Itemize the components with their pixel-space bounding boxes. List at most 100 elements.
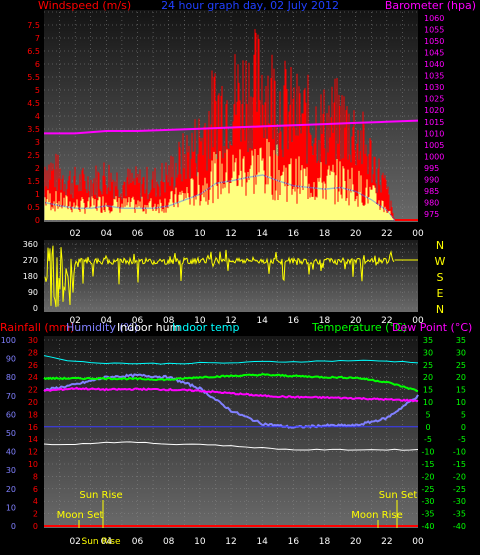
legend-dew-point: Dew Point (°C) <box>392 321 472 334</box>
temperature-hour-tick: 22 <box>381 537 392 547</box>
humidity-tick-label: 10 <box>6 503 16 512</box>
wind-hour-tick: 12 <box>225 229 236 239</box>
humidity-tick-label: 30 <box>6 466 16 475</box>
windspeed-tick-label: 3 <box>35 138 40 147</box>
rainfall-tick-label: 8 <box>33 472 38 481</box>
temperature-tick-label: -35 <box>421 510 434 519</box>
rainfall-tick-label: 24 <box>28 373 38 382</box>
rainfall-tick-label: 18 <box>28 410 38 419</box>
rainfall-tick-label: 14 <box>28 435 38 444</box>
wind-hour-tick: 04 <box>101 229 113 239</box>
barometer-tick-label: 1045 <box>424 48 444 57</box>
temperature-hour-tick: 10 <box>194 537 206 547</box>
direction-hour-tick: 10 <box>194 316 206 326</box>
windspeed-tick-label: 0 <box>35 216 40 225</box>
dew-point-tick-label: -10 <box>453 448 466 457</box>
temperature-hour-tick: 04 <box>101 537 113 547</box>
temperature-hour-tick: 02 <box>69 537 80 547</box>
dew-point-tick-label: 30 <box>456 348 466 357</box>
wind-hour-tick: 10 <box>194 229 206 239</box>
direction-hour-tick: 06 <box>132 316 144 326</box>
dew-point-tick-label: 10 <box>456 398 466 407</box>
rainfall-tick-label: 10 <box>28 460 38 469</box>
temperature-tick-label: 35 <box>423 336 433 345</box>
temperature-tick-label: -10 <box>421 448 434 457</box>
rainfall-tick-label: 28 <box>28 348 38 357</box>
dew-point-tick-label: -15 <box>453 460 466 469</box>
barometer-tick-label: 1040 <box>424 60 444 69</box>
direction-hour-tick: 12 <box>225 316 236 326</box>
dew-point-tick-label: 0 <box>461 423 466 432</box>
windspeed-tick-label: 3.5 <box>27 125 40 134</box>
temperature-tick-label: 25 <box>423 361 433 370</box>
direction-tick-label: 180 <box>23 272 38 281</box>
wind-hour-tick: 18 <box>319 229 331 239</box>
temperature-hour-tick: 20 <box>350 537 362 547</box>
sun-set-label: Sun Set <box>379 490 418 501</box>
humidity-tick-label: 0 <box>11 522 16 531</box>
temperature-hour-tick: 12 <box>225 537 236 547</box>
direction-hour-tick: 16 <box>288 316 300 326</box>
barometer-line <box>44 119 419 135</box>
wind-hour-tick: 08 <box>163 229 175 239</box>
sun-rise-label: Sun Rise <box>79 490 122 501</box>
dew-point-tick-label: 35 <box>456 336 466 345</box>
wind-hour-tick: 16 <box>288 229 300 239</box>
wind-hour-tick: 20 <box>350 229 362 239</box>
humidity-line <box>43 373 419 429</box>
windspeed-tick-label: 1 <box>35 190 40 199</box>
direction-hour-tick: 04 <box>101 316 113 326</box>
temperature-tick-label: 30 <box>423 348 433 357</box>
temperature-hour-tick: 00 <box>412 537 424 547</box>
dir-label-n-bottom: N <box>436 303 444 316</box>
indoor-humidity-line <box>43 441 419 451</box>
barometer-tick-label: 1055 <box>424 25 444 34</box>
windspeed-tick-label: 6 <box>35 60 40 69</box>
windspeed-tick-label: 5 <box>35 86 40 95</box>
temperature-tick-label: -5 <box>424 435 432 444</box>
barometer-tick-label: 1050 <box>424 37 444 46</box>
windspeed-tick-label: 5.5 <box>27 73 40 82</box>
temperature-tick-label: -15 <box>421 460 434 469</box>
indoor-temperature-line <box>43 355 419 365</box>
windspeed-tick-label: 4 <box>35 112 40 121</box>
temperature-tick-label: -30 <box>421 497 434 506</box>
barometer-tick-label: 1005 <box>424 141 444 150</box>
direction-hour-tick: 20 <box>350 316 362 326</box>
dew-point-tick-label: -25 <box>453 485 466 494</box>
direction-tick-label: 90 <box>28 288 38 297</box>
humidity-tick-label: 40 <box>6 448 16 457</box>
dew-point-tick-label: -35 <box>453 510 466 519</box>
temperature-tick-label: 20 <box>423 373 433 382</box>
direction-hour-tick: 00 <box>412 316 424 326</box>
direction-hour-tick: 22 <box>381 316 392 326</box>
barometer-tick-label: 985 <box>424 187 439 196</box>
dew-point-tick-label: -40 <box>453 522 466 531</box>
windspeed-axis-title: Windspeed (m/s) <box>38 0 131 12</box>
humidity-tick-label: 80 <box>6 373 16 382</box>
temperature-hour-tick: 08 <box>163 537 175 547</box>
wind-hour-tick: 02 <box>69 229 80 239</box>
temperature-tick-label: 15 <box>423 386 433 395</box>
legend-indoor-hum: Indoor hum <box>117 321 180 334</box>
barometer-tick-label: 995 <box>424 164 439 173</box>
temperature-tick-label: -20 <box>421 472 434 481</box>
humidity-tick-label: 100 <box>1 336 16 345</box>
legend-indoor-temp: Indoor temp <box>172 321 239 334</box>
dir-label-e: E <box>437 287 444 300</box>
windspeed-tick-label: 2 <box>35 164 40 173</box>
windspeed-tick-label: 2.5 <box>27 151 40 160</box>
temperature-line <box>43 373 419 393</box>
humidity-tick-label: 60 <box>6 410 16 419</box>
barometer-tick-label: 980 <box>424 199 439 208</box>
rainfall-tick-label: 6 <box>33 485 38 494</box>
sun-rise-axis-label: Sun Rise <box>82 537 121 547</box>
rainfall-tick-label: 30 <box>28 336 38 345</box>
temperature-hour-tick: 14 <box>256 537 268 547</box>
direction-tick-label: 360 <box>23 240 38 249</box>
barometer-tick-label: 1035 <box>424 72 444 81</box>
barometer-tick-label: 1015 <box>424 118 444 127</box>
direction-hour-tick: 14 <box>256 316 268 326</box>
temperature-hour-tick: 18 <box>319 537 331 547</box>
tick-labels: 0 0.5 1 1.5 2 2.5 3 3.5 4 4.5 5 5.5 6 6.5 7 7.5 975 980 98… <box>1 14 466 547</box>
